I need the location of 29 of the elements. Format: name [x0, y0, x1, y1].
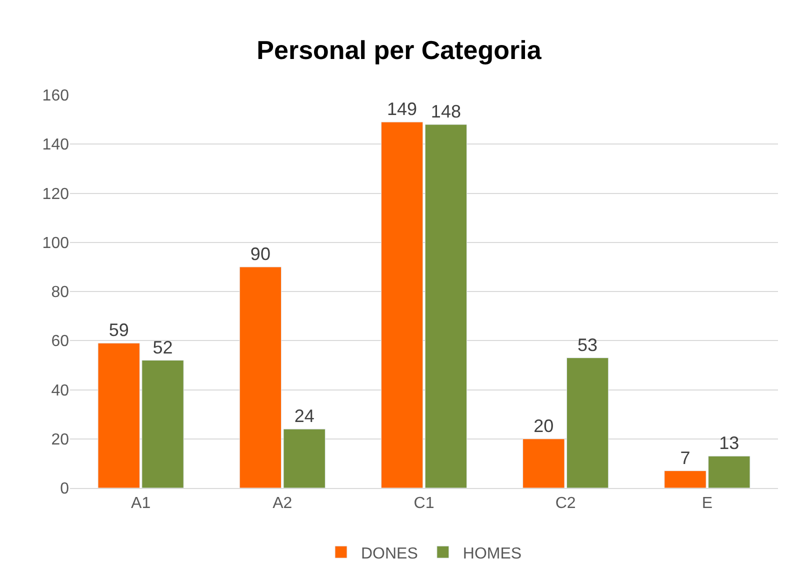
- data-label: 90: [250, 244, 270, 264]
- y-tick-label: 120: [42, 186, 70, 203]
- data-label: 52: [152, 337, 173, 358]
- data-label: 53: [578, 334, 598, 355]
- y-tick-label: 160: [42, 88, 70, 105]
- y-tick-label: 40: [51, 382, 70, 400]
- bar: [424, 124, 468, 488]
- legend-label: HOMES: [462, 545, 522, 562]
- x-tick-label: C1: [414, 495, 434, 512]
- y-tick-label: 60: [51, 333, 70, 350]
- y-tick-label: 0: [60, 480, 70, 498]
- data-label: 149: [387, 99, 418, 120]
- y-tick-label: 80: [51, 284, 70, 302]
- data-label: 24: [294, 406, 314, 426]
- data-label: 59: [108, 320, 129, 340]
- legend-label: DONES: [361, 545, 418, 562]
- data-label: 20: [534, 416, 554, 436]
- data-label: 13: [719, 433, 740, 454]
- x-tick-label: C2: [555, 495, 576, 512]
- data-label: 7: [680, 448, 690, 468]
- chart-title: Personal per Categoria: [256, 34, 542, 65]
- x-tick-label: A2: [272, 495, 292, 512]
- y-tick-label: 20: [51, 431, 70, 448]
- y-tick-label: 140: [42, 136, 70, 154]
- x-tick-label: A1: [131, 495, 151, 512]
- data-label: 148: [430, 101, 461, 122]
- bar: [380, 122, 424, 488]
- y-tick-label: 100: [42, 234, 70, 252]
- x-tick-label: E: [702, 495, 713, 512]
